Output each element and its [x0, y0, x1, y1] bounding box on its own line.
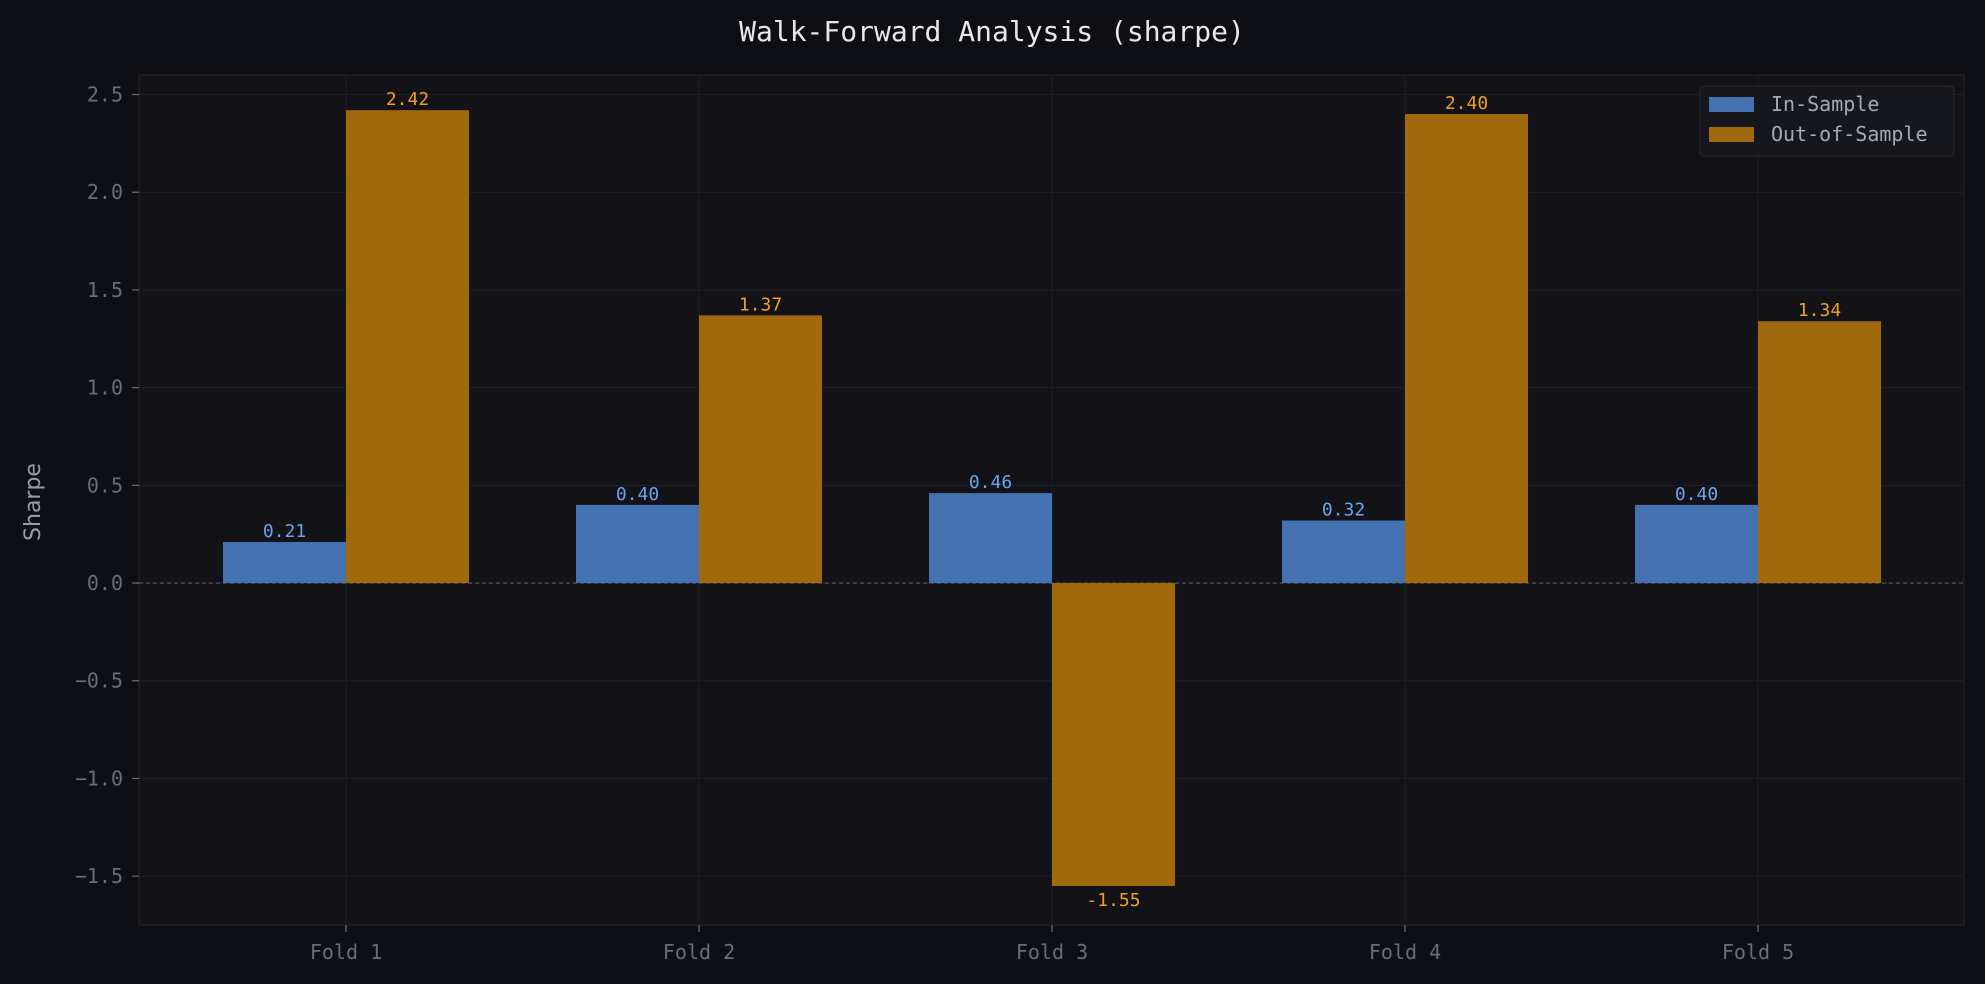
bar-label-in-sample-fold-5: 0.40	[1675, 484, 1718, 505]
x-axis: Fold 1 Fold 2 Fold 3 Fold 4 Fold 5	[310, 925, 1794, 964]
bar-out-of-sample-fold-1	[346, 110, 469, 584]
bar-label-out-of-sample-fold-1: 2.42	[386, 89, 429, 110]
bar-in-sample-fold-5	[1635, 504, 1758, 584]
y-tick-label-1: −1.0	[75, 766, 123, 790]
y-tick-label-2: −0.5	[75, 669, 123, 693]
y-tick-label-7: 2.0	[87, 180, 123, 204]
bar-in-sample-fold-3	[929, 493, 1052, 584]
bar-out-of-sample-fold-3	[1052, 583, 1175, 886]
bar-label-out-of-sample-fold-2: 1.37	[739, 294, 782, 315]
legend-swatch-out-of-sample	[1709, 127, 1754, 142]
x-tick-label-fold-2: Fold 2	[663, 940, 735, 964]
bars-layer	[223, 110, 1881, 886]
bar-in-sample-fold-4	[1282, 520, 1405, 584]
bar-out-of-sample-fold-4	[1405, 114, 1528, 584]
bar-label-out-of-sample-fold-4: 2.40	[1445, 93, 1488, 114]
legend-label-out-of-sample: Out-of-Sample	[1771, 122, 1928, 146]
bar-in-sample-fold-1	[223, 542, 346, 584]
y-axis: −1.5 −1.0 −0.5 0.0 0.5 1.0 1.5 2.0 2.5	[75, 83, 139, 888]
chart-title: Walk-Forward Analysis (sharpe)	[739, 15, 1245, 48]
x-tick-label-fold-4: Fold 4	[1369, 940, 1441, 964]
legend-label-in-sample: In-Sample	[1771, 92, 1879, 116]
y-tick-label-8: 2.5	[87, 83, 123, 107]
bar-out-of-sample-fold-2	[699, 315, 822, 584]
y-tick-label-5: 1.0	[87, 376, 123, 400]
bar-label-out-of-sample-fold-3: -1.55	[1086, 890, 1140, 911]
legend: In-Sample Out-of-Sample	[1699, 85, 1955, 157]
bar-label-in-sample-fold-4: 0.32	[1322, 500, 1365, 521]
bar-label-in-sample-fold-2: 0.40	[616, 484, 659, 505]
x-tick-label-fold-5: Fold 5	[1722, 940, 1794, 964]
y-tick-label-0: −1.5	[75, 864, 123, 888]
bar-in-sample-fold-2	[576, 504, 699, 584]
bar-label-in-sample-fold-1: 0.21	[263, 521, 306, 542]
bar-out-of-sample-fold-5	[1758, 321, 1881, 584]
bar-label-out-of-sample-fold-5: 1.34	[1798, 300, 1841, 321]
bar-label-in-sample-fold-3: 0.46	[969, 472, 1012, 493]
legend-box	[1699, 85, 1955, 157]
y-tick-label-6: 1.5	[87, 278, 123, 302]
y-tick-label-3: 0.0	[87, 571, 123, 595]
bar-labels-layer: 0.21 0.40 0.46 0.32 0.40 2.42 1.37 -1.55 2.40 1.3…	[263, 89, 1841, 911]
x-tick-label-fold-1: Fold 1	[310, 940, 382, 964]
x-tick-label-fold-3: Fold 3	[1016, 940, 1088, 964]
legend-swatch-in-sample	[1709, 97, 1754, 112]
y-tick-label-4: 0.5	[87, 473, 123, 497]
y-axis-label: Sharpe	[21, 463, 46, 541]
